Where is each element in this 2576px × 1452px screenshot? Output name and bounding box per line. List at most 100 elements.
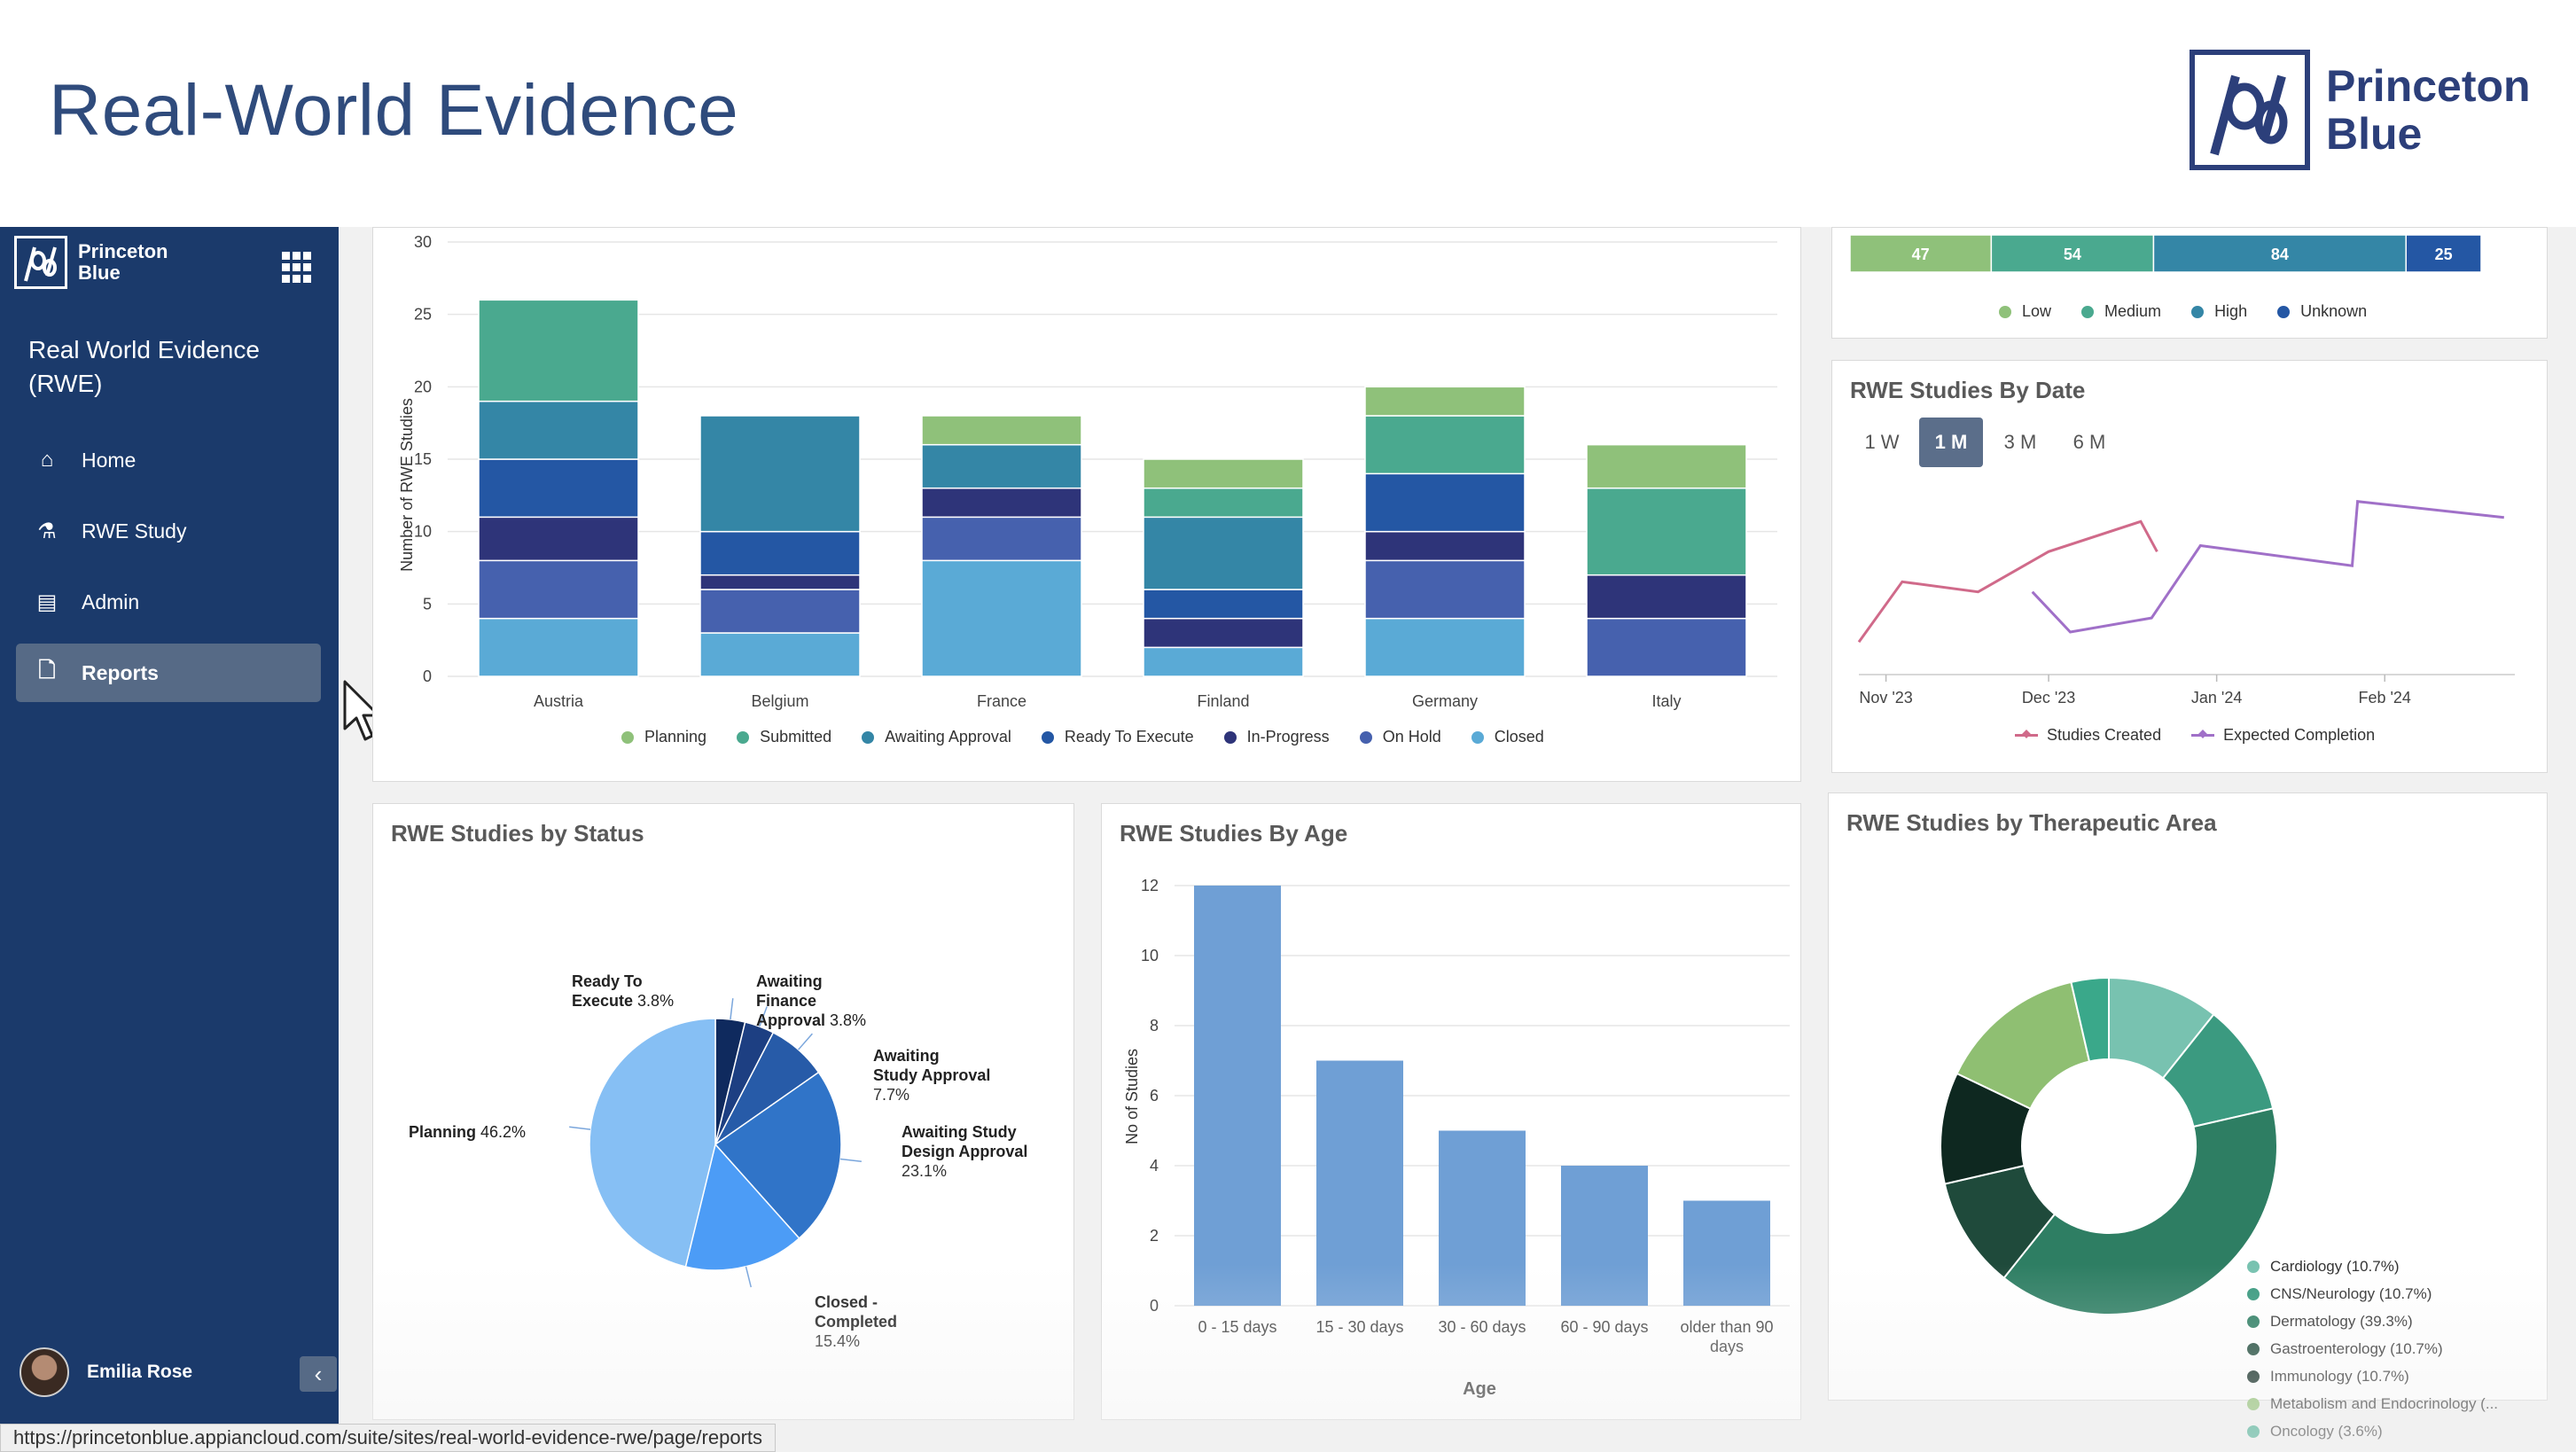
slice-value: 7.7%	[873, 1086, 909, 1104]
bar-segment	[1586, 443, 1747, 489]
sidebar-item-rwe-study[interactable]: ⚗ RWE Study	[16, 502, 321, 560]
label-connector	[730, 998, 734, 1020]
app-grid-icon[interactable]	[282, 252, 314, 284]
date-range-tabs: 1 W 1 M 3 M 6 M	[1850, 418, 2127, 467]
y-tick-label: 15	[414, 450, 432, 468]
y-tick-label: 30	[414, 233, 432, 251]
legend-label: Unknown	[2300, 302, 2368, 320]
legend-item[interactable]: Metabolism and Endocrinology (...	[2247, 1395, 2498, 1413]
user-profile[interactable]: Emilia Rose	[20, 1347, 192, 1397]
bar-segment	[921, 559, 1082, 677]
pb-logo-icon	[14, 236, 67, 289]
x-tick-label: Feb '24	[2358, 689, 2410, 706]
sidebar-item-reports[interactable]: 🗋 Reports	[16, 644, 321, 702]
sidebar-item-label: Reports	[82, 660, 159, 684]
slice-value: 46.2%	[476, 1123, 526, 1141]
slice-label: Completed	[815, 1313, 897, 1331]
bar-segment	[1990, 234, 2155, 273]
legend-item[interactable]: In-Progress	[1223, 728, 1330, 746]
legend-item[interactable]: Immunology (10.7%)	[2247, 1368, 2498, 1386]
legend-swatch	[2247, 1370, 2260, 1383]
legend-item[interactable]: Ready To Execute	[1041, 728, 1194, 746]
card-title: RWE Studies by Therapeutic Area	[1846, 809, 2217, 836]
legend-item[interactable]: CNS/Neurology (10.7%)	[2247, 1285, 2498, 1303]
legend-label: Submitted	[760, 728, 832, 746]
legend-label: Cardiology (10.7%)	[2270, 1258, 2400, 1275]
slice-value: 3.8%	[825, 1011, 866, 1029]
label-connector	[569, 1126, 591, 1130]
studies-by-country-chart: 0 5 10 15 20 25 30 Number of RWE Studies Austria…	[398, 233, 1777, 710]
slice-label: Finance	[756, 992, 816, 1010]
y-tick-label: 8	[1150, 1017, 1159, 1034]
brand-line-2: Blue	[2326, 109, 2423, 159]
legend-item[interactable]: Medium	[2081, 302, 2161, 321]
bar-segment	[1364, 559, 1526, 620]
legend-swatch	[1223, 730, 1237, 744]
legend-item[interactable]: Unknown	[2277, 302, 2367, 321]
data-label: 84	[2271, 246, 2289, 263]
legend-swatch	[2015, 734, 2038, 737]
slice-label: Study Approval	[873, 1066, 990, 1084]
brand-line-1: Princeton	[2326, 61, 2531, 111]
x-tick-label: Belgium	[751, 692, 808, 710]
legend-label: Ready To Execute	[1064, 728, 1194, 746]
y-tick-label: 4	[1150, 1157, 1159, 1175]
studies-by-date-card: RWE Studies By Date 1 W 1 M 3 M 6 M Nov …	[1831, 360, 2548, 773]
legend-label: Metabolism and Endocrinology (...	[2270, 1395, 2499, 1412]
legend-item[interactable]: Low	[1999, 302, 2051, 321]
studies-by-therapeutic-area-card: RWE Studies by Therapeutic Area Cardiolo…	[1828, 792, 2548, 1440]
x-tick-label: 60 - 90 days	[1560, 1318, 1648, 1336]
legend-item[interactable]: Submitted	[737, 728, 831, 746]
slice-label: Awaiting	[756, 972, 823, 990]
legend-label: Closed	[1494, 728, 1544, 746]
bar-segment	[699, 574, 861, 590]
card-title: RWE Studies By Age	[1120, 820, 1348, 847]
avatar	[20, 1347, 69, 1397]
range-tab-3m[interactable]: 3 M	[2003, 431, 2037, 453]
studies-by-therapeutic-area-chart	[1940, 976, 2278, 1315]
legend-label: High	[2214, 302, 2248, 320]
bar-segment	[1143, 646, 1304, 677]
x-tick-label: Dec '23	[2022, 689, 2075, 706]
studies-by-country-card: 0 5 10 15 20 25 30 Number of RWE Studies Austria…	[372, 227, 1801, 782]
bar-segment	[699, 530, 861, 576]
therapeutic-chart-legend: Cardiology (10.7%) CNS/Neurology (10.7%) D…	[2247, 1258, 2498, 1450]
range-tab-1m[interactable]: 1 M	[1919, 418, 1983, 467]
y-axis-label: No of Studies	[1123, 1049, 1141, 1144]
legend-item[interactable]: Gastroenterology (10.7%)	[2247, 1340, 2498, 1358]
legend-label: On Hold	[1382, 728, 1441, 746]
sidebar-item-home[interactable]: ⌂ Home	[16, 431, 321, 489]
collapse-sidebar-button[interactable]: ‹	[300, 1356, 337, 1392]
legend-item[interactable]: Dermatology (39.3%)	[2247, 1313, 2498, 1331]
legend-item[interactable]: On Hold	[1359, 728, 1441, 746]
app-window: Princeton Blue Real World Evidence (RWE)…	[0, 227, 2576, 1452]
range-tab-6m[interactable]: 6 M	[2073, 431, 2106, 453]
range-tab-1w[interactable]: 1 W	[1864, 431, 1900, 453]
legend-item[interactable]: Awaiting Approval	[862, 728, 1011, 746]
studies-by-risk-card: 47 54 84 25 Low Medium High Unknown	[1831, 227, 2548, 339]
x-tick-label: Italy	[1651, 692, 1681, 710]
legend-swatch	[2247, 1261, 2260, 1273]
legend-item[interactable]: Cardiology (10.7%)	[2247, 1258, 2498, 1276]
legend-label: In-Progress	[1246, 728, 1330, 746]
legend-item[interactable]: Oncology (3.6%)	[2247, 1423, 2498, 1440]
y-tick-label: 20	[414, 378, 432, 395]
legend-swatch	[2247, 1398, 2260, 1410]
legend-item[interactable]: Studies Created	[2015, 726, 2161, 745]
sidebar-item-admin[interactable]: ▤ Admin	[16, 573, 321, 631]
legend-item[interactable]: Planning	[621, 728, 706, 746]
y-tick-label: 0	[1150, 1297, 1159, 1315]
bar-segment	[1143, 516, 1304, 590]
bar-segment	[2405, 234, 2482, 273]
bar-segment	[1364, 530, 1526, 562]
x-tick-label: days	[1710, 1338, 1744, 1355]
legend-label: Studies Created	[2047, 726, 2162, 744]
x-tick-label: Jan '24	[2191, 689, 2242, 706]
slice-label: Design Approval	[902, 1143, 1027, 1160]
legend-item[interactable]: Closed	[1471, 728, 1544, 746]
legend-item[interactable]: Expected Completion	[2191, 726, 2375, 745]
sidebar-logo[interactable]: Princeton Blue	[14, 236, 168, 289]
data-label: 47	[1912, 246, 1930, 263]
legend-item[interactable]: High	[2191, 302, 2247, 321]
